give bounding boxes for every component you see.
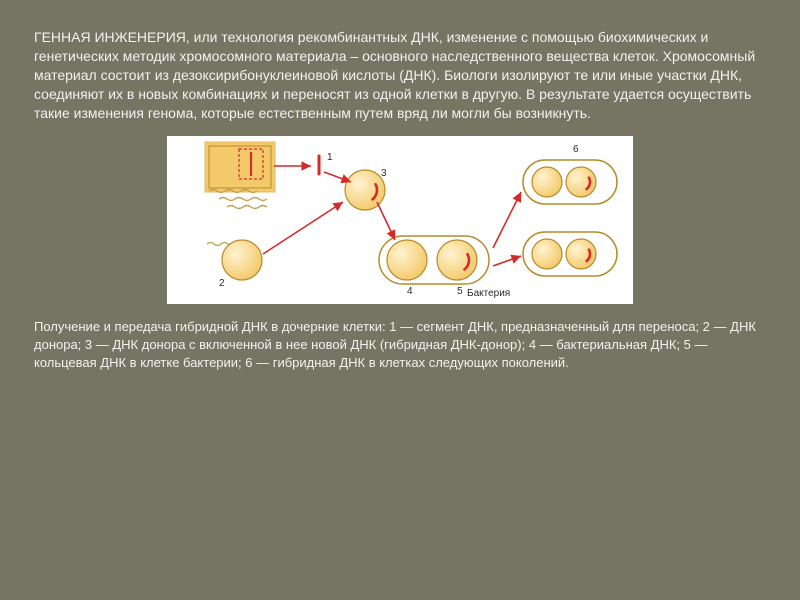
svg-text:6: 6	[573, 144, 579, 155]
caption-paragraph: Получение и передача гибридной ДНК в доч…	[34, 318, 766, 371]
svg-text:4: 4	[407, 286, 413, 297]
diagram-container: 1 2 3 4 5 6 Бактерия	[167, 136, 633, 304]
svg-text:3: 3	[381, 168, 387, 179]
svg-text:2: 2	[219, 278, 225, 289]
main-paragraph: ГЕННАЯ ИНЖЕНЕРИЯ, или технология рекомби…	[34, 28, 766, 122]
svg-text:Бактерия: Бактерия	[467, 288, 510, 299]
slide: ГЕННАЯ ИНЖЕНЕРИЯ, или технология рекомби…	[0, 0, 800, 600]
svg-text:1: 1	[327, 152, 333, 163]
dna-flowchart-diagram: 1 2 3 4 5 6 Бактерия	[167, 136, 633, 304]
svg-text:5: 5	[457, 286, 463, 297]
